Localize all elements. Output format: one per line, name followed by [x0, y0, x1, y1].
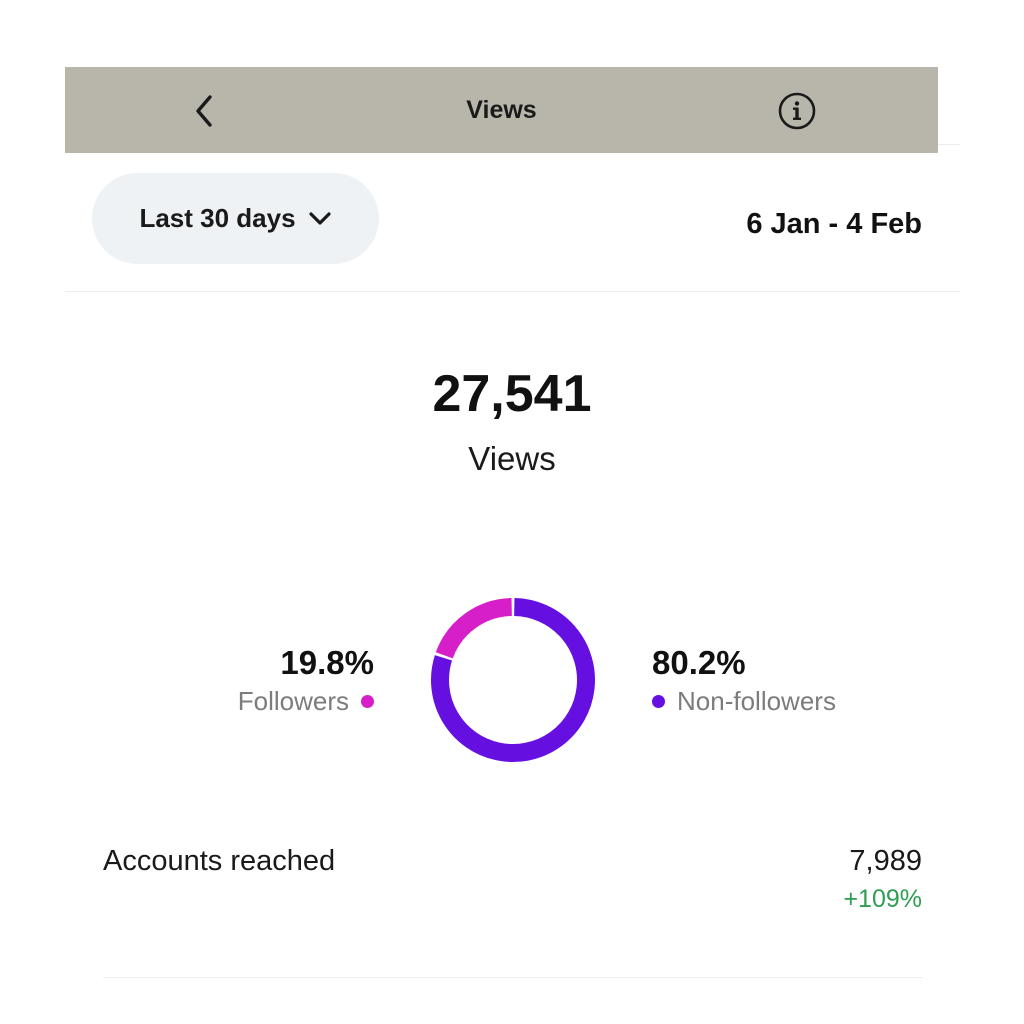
- top-bar: Views: [65, 67, 938, 153]
- audience-donut-chart: [431, 598, 595, 762]
- followers-legend-dot: [361, 694, 374, 708]
- section-divider: [65, 291, 960, 292]
- non-followers-percent: 80.2%: [652, 644, 746, 681]
- info-circle-icon: [778, 92, 816, 130]
- page-title: Views: [466, 96, 537, 124]
- section-divider-bottom: [103, 977, 923, 978]
- date-range-dropdown-label: Last 30 days: [139, 203, 296, 233]
- non-followers-legend-label: Non-followers: [677, 686, 836, 716]
- followers-percent: 19.8%: [280, 644, 374, 681]
- non-followers-legend-dot: [652, 694, 665, 708]
- followers-legend: Followers: [238, 683, 374, 719]
- info-button[interactable]: [775, 89, 819, 133]
- header-divider: [938, 144, 960, 145]
- total-views-value: 27,541: [432, 365, 592, 423]
- chevron-left-icon: [196, 95, 212, 127]
- non-followers-stat: 80.2% Non-followers: [652, 643, 836, 719]
- accounts-reached-change: +109%: [843, 885, 922, 913]
- accounts-reached-value: 7,989: [849, 845, 922, 877]
- date-range-dropdown[interactable]: Last 30 days: [92, 173, 379, 264]
- date-range-text: 6 Jan - 4 Feb: [746, 208, 922, 240]
- chevron-down-icon: [308, 211, 331, 225]
- followers-legend-label: Followers: [237, 686, 349, 716]
- back-button[interactable]: [183, 89, 227, 133]
- total-views-label: Views: [468, 440, 556, 477]
- non-followers-legend: Non-followers: [652, 683, 836, 719]
- followers-donut-segment: [435, 598, 513, 659]
- accounts-reached-label: Accounts reached: [103, 845, 336, 877]
- followers-stat: 19.8% Followers: [238, 643, 374, 719]
- non-followers-donut-segment: [431, 598, 595, 762]
